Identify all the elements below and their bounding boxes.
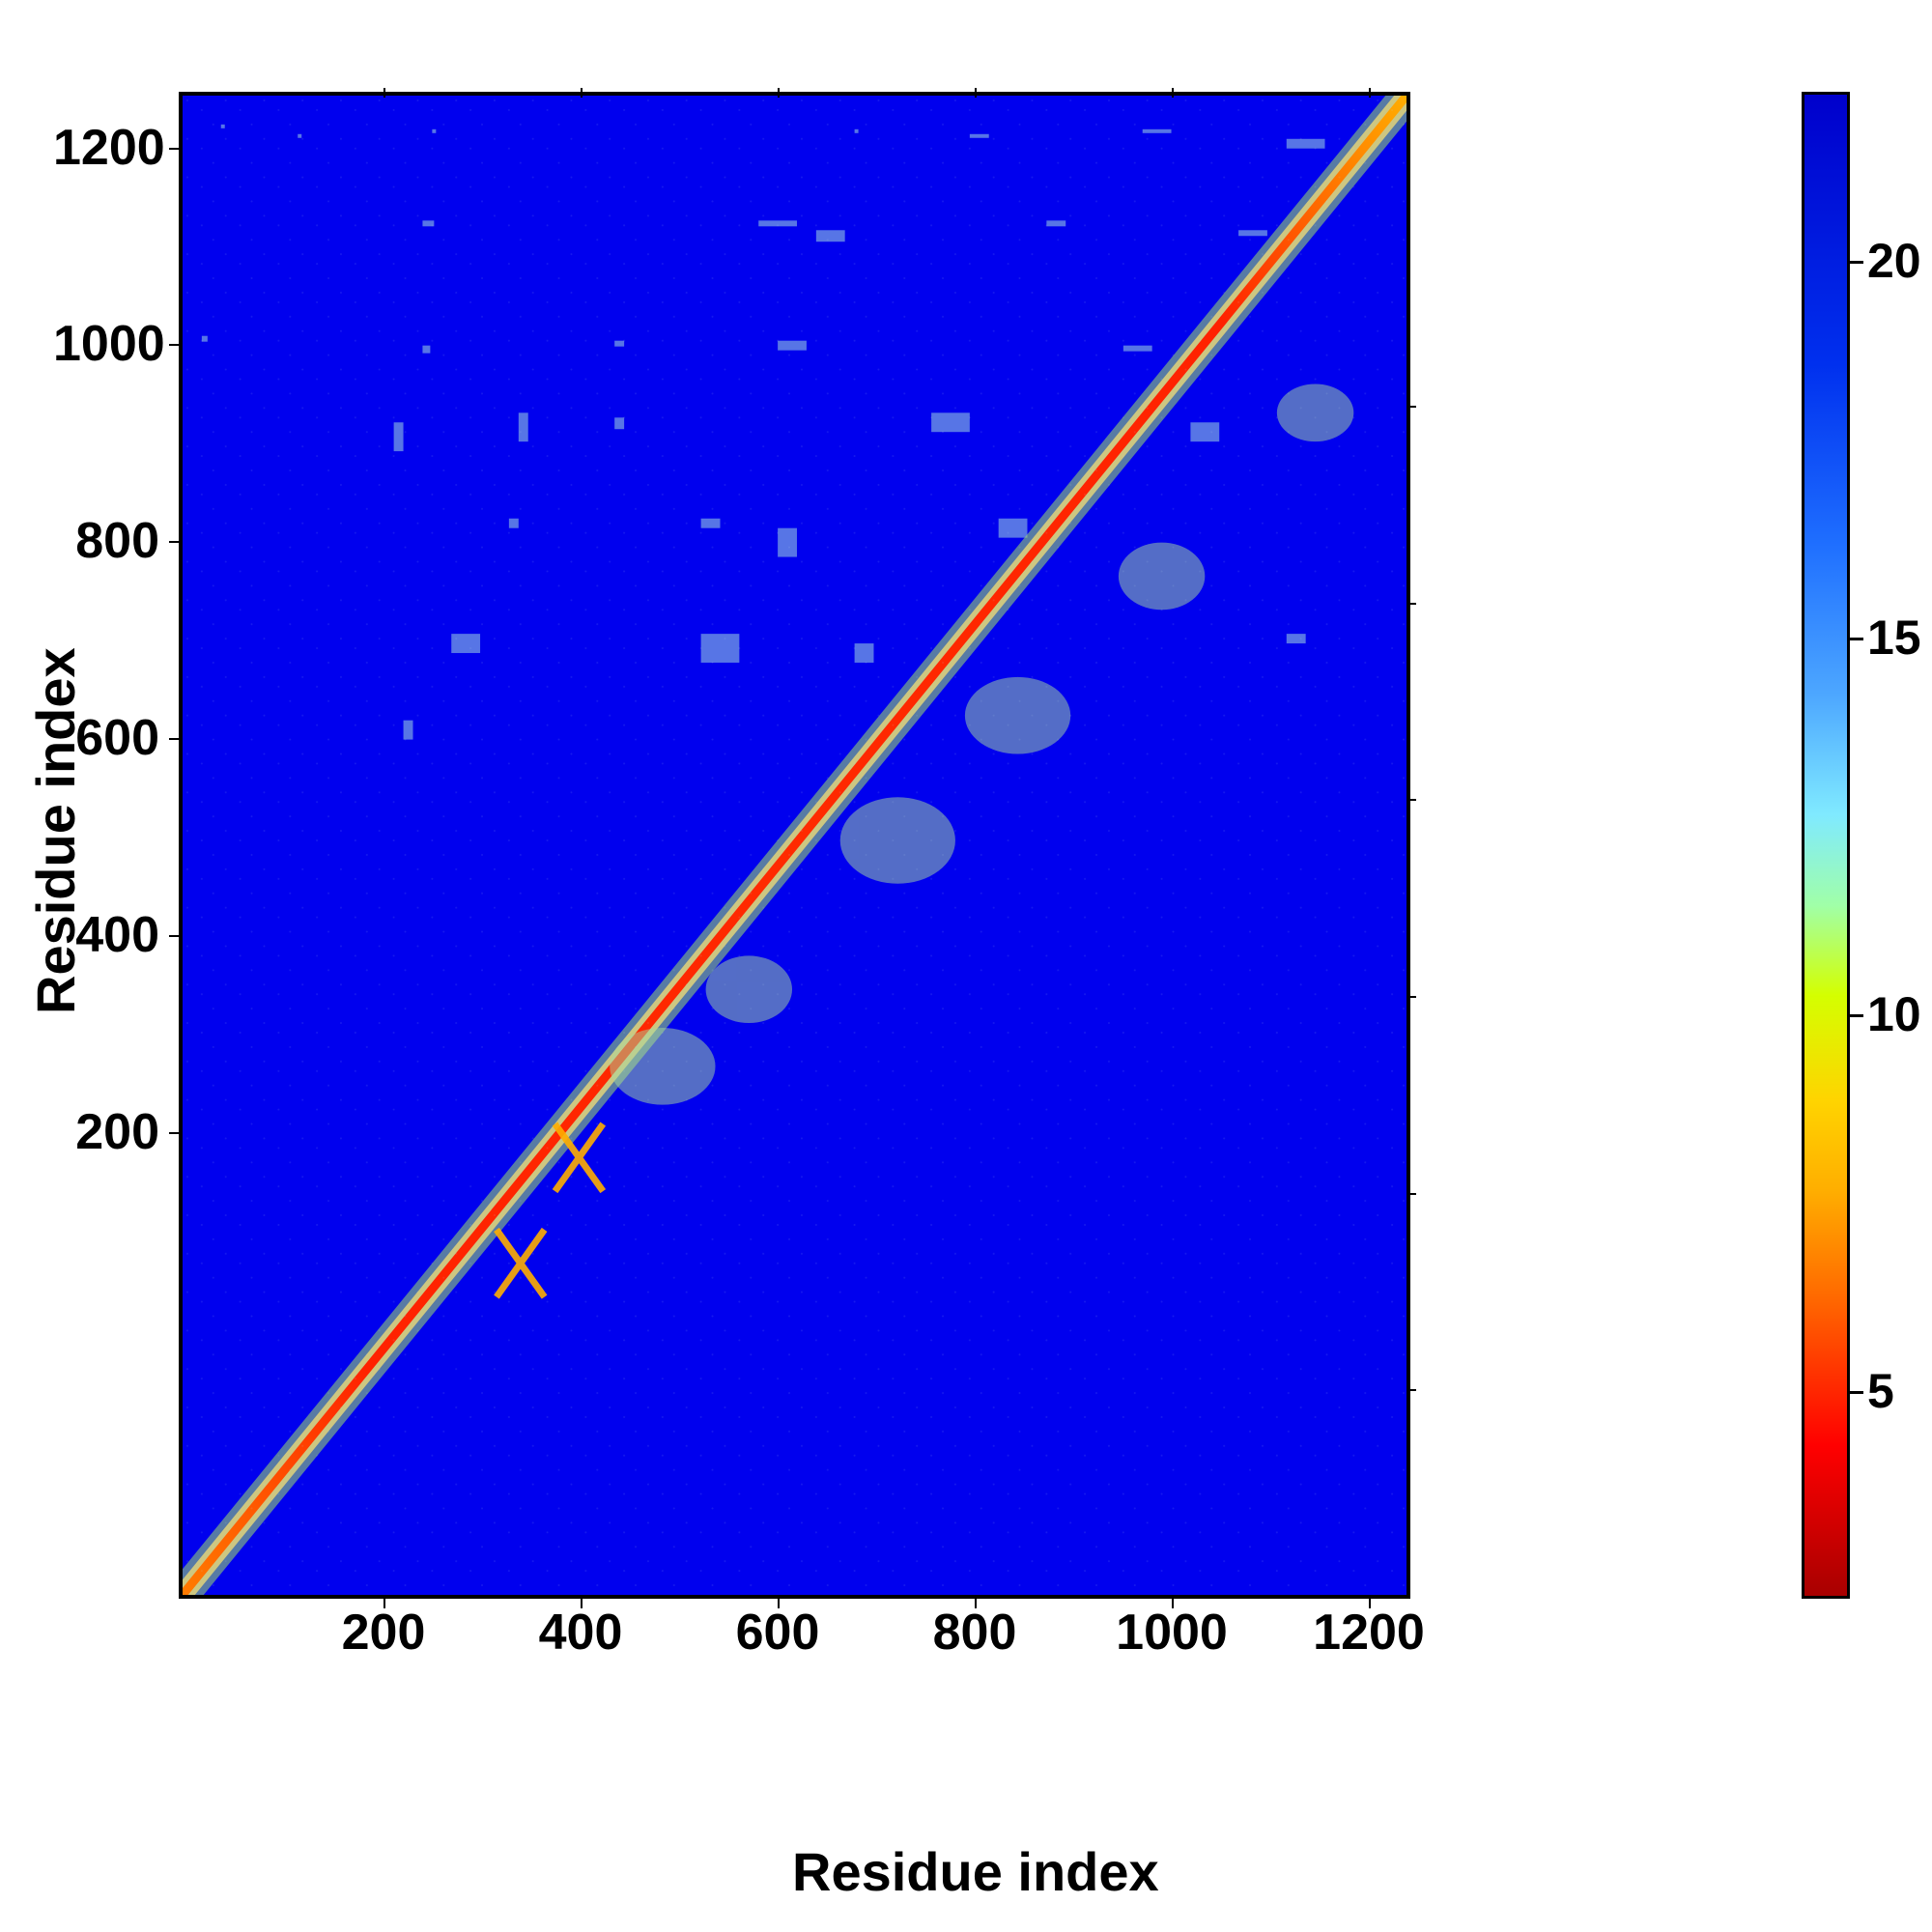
top-tick-1000: [1172, 88, 1174, 98]
right-tick-800: [1406, 799, 1416, 801]
y-tick-label-800[interactable]: 800: [53, 512, 159, 570]
y-tick-label-600[interactable]: 600: [53, 709, 159, 767]
y-tick-mark-1000: [169, 344, 179, 346]
right-tick-1200: [1406, 406, 1416, 408]
right-tick-200: [1406, 1389, 1416, 1391]
colorbar-label-10[interactable]: 10: [1867, 986, 1921, 1042]
colorbar-label-5[interactable]: 5: [1867, 1363, 1894, 1419]
colorbar-label-20[interactable]: 20: [1867, 233, 1921, 289]
right-tick-400: [1406, 1193, 1416, 1195]
colorbar[interactable]: 20 15 10 5: [1802, 92, 1850, 1599]
heatmap-plot[interactable]: [179, 92, 1410, 1599]
contact-map-window: Residue index Residue index: [0, 0, 1932, 1932]
colorbar-gradient: [1802, 92, 1850, 1599]
top-tick-400: [581, 88, 582, 98]
y-tick-label-400[interactable]: 400: [53, 906, 159, 964]
y-tick-mark-800: [169, 541, 179, 543]
right-tick-600: [1406, 996, 1416, 998]
colorbar-tick-10: [1850, 1014, 1863, 1017]
y-tick-label-1000[interactable]: 1000: [53, 315, 159, 373]
x-tick-label-400[interactable]: 400: [539, 1604, 623, 1662]
top-tick-1200: [1369, 88, 1371, 98]
top-tick-200: [384, 88, 385, 98]
x-axis-title: Residue index: [792, 1840, 1159, 1903]
y-tick-label-200[interactable]: 200: [53, 1103, 159, 1161]
x-tick-label-600[interactable]: 600: [736, 1604, 820, 1662]
x-tick-label-1200[interactable]: 1200: [1313, 1604, 1425, 1662]
top-tick-600: [778, 88, 780, 98]
colorbar-tick-15: [1850, 638, 1863, 640]
top-tick-800: [975, 88, 977, 98]
right-tick-1000: [1406, 603, 1416, 605]
y-tick-mark-1200: [169, 148, 179, 150]
colorbar-label-15[interactable]: 15: [1867, 610, 1921, 666]
y-tick-mark-600: [169, 738, 179, 740]
x-tick-label-800[interactable]: 800: [933, 1604, 1017, 1662]
colorbar-tick-20: [1850, 261, 1863, 264]
y-tick-mark-200: [169, 1132, 179, 1134]
noise-overlay: [183, 96, 1406, 1595]
colorbar-tick-5: [1850, 1391, 1863, 1394]
y-tick-mark-400: [169, 935, 179, 937]
y-tick-label-1200[interactable]: 1200: [53, 119, 159, 177]
x-tick-label-1000[interactable]: 1000: [1116, 1604, 1228, 1662]
x-tick-label-200[interactable]: 200: [342, 1604, 426, 1662]
